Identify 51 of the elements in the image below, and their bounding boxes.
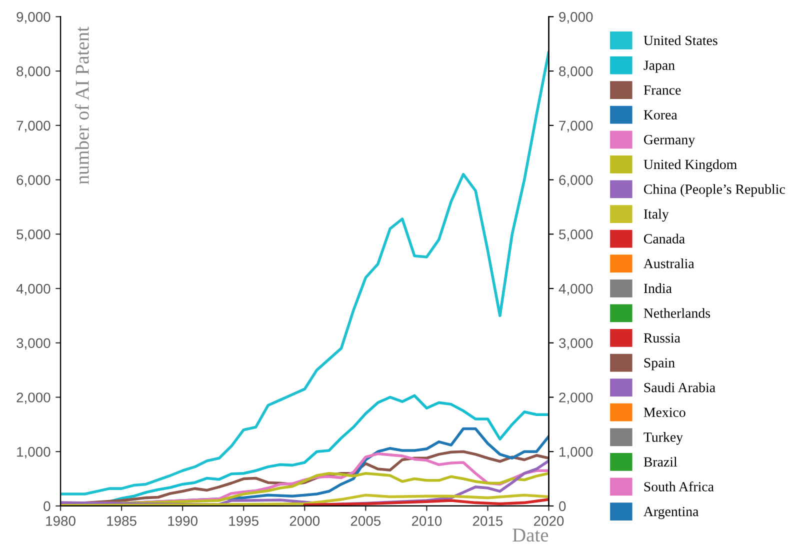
x-tick-label: 2000 xyxy=(290,516,320,526)
y2-tick-label: 7,000 xyxy=(559,120,593,132)
legend-label: Germany xyxy=(644,134,696,148)
y2-tick-label: 2,000 xyxy=(559,392,593,404)
legend-label: United States xyxy=(644,35,718,46)
x-tick-label: 2010 xyxy=(412,516,442,526)
legend-label: United Kingdom xyxy=(644,159,737,172)
legend-label: Russia xyxy=(644,333,680,343)
legend-label: Australia xyxy=(644,258,694,268)
x-tick-label: 1985 xyxy=(107,516,136,526)
legend-label: Argentina xyxy=(644,506,699,520)
x-tick-label: 2015 xyxy=(472,516,503,526)
x-tick-label: 1980 xyxy=(46,516,76,526)
legend-label: China (People’s Republic xyxy=(644,184,785,197)
legend-label: Saudi Arabia xyxy=(644,382,716,392)
legend-label: Netherlands xyxy=(644,308,710,318)
legend-label: Canada xyxy=(644,234,685,244)
y2-tick-label: 5,000 xyxy=(559,229,593,241)
legend-label: Spain xyxy=(644,358,675,370)
y-tick-label: 3,000 xyxy=(16,338,50,350)
legend-label: Turkey xyxy=(644,432,683,445)
y2-tick-label: 3,000 xyxy=(559,338,593,350)
y-tick-label: 9,000 xyxy=(16,12,50,24)
y-tick-label: 0 xyxy=(44,501,50,512)
legend-label: Italy xyxy=(644,208,669,222)
legend-label: India xyxy=(644,283,672,294)
y-tick-label: 5,000 xyxy=(16,229,50,241)
y2-tick-label: 6,000 xyxy=(559,175,593,187)
legend-label: Mexico xyxy=(644,408,686,418)
y-tick-label: 1,000 xyxy=(17,446,50,458)
x-tick-label: 1995 xyxy=(229,516,258,526)
y-axis-title: number of AI Patent xyxy=(74,26,89,184)
y2-tick-label: 4,000 xyxy=(558,284,593,296)
y2-tick-label: 1,000 xyxy=(560,446,593,458)
x-axis-title: Date xyxy=(512,528,548,542)
legend-label: Japan xyxy=(644,60,675,73)
y-tick-label: 6,000 xyxy=(16,175,50,187)
legend-label: Korea xyxy=(644,110,678,120)
legend-label: South Africa xyxy=(644,482,714,492)
legend-label: Brazil xyxy=(644,456,678,467)
x-tick-label: 2005 xyxy=(350,516,381,526)
y2-tick-label: 0 xyxy=(559,501,566,512)
y-tick-label: 7,000 xyxy=(16,120,50,132)
y-tick-label: 4,000 xyxy=(16,284,50,296)
legend-label: France xyxy=(644,86,681,95)
y2-tick-label: 9,000 xyxy=(559,12,593,24)
y-tick-label: 2,000 xyxy=(16,392,50,404)
x-tick-label: 2020 xyxy=(534,516,564,526)
y-tick-label: 8,000 xyxy=(16,66,50,78)
y2-tick-label: 8,000 xyxy=(559,66,593,78)
x-tick-label: 1990 xyxy=(168,516,198,526)
